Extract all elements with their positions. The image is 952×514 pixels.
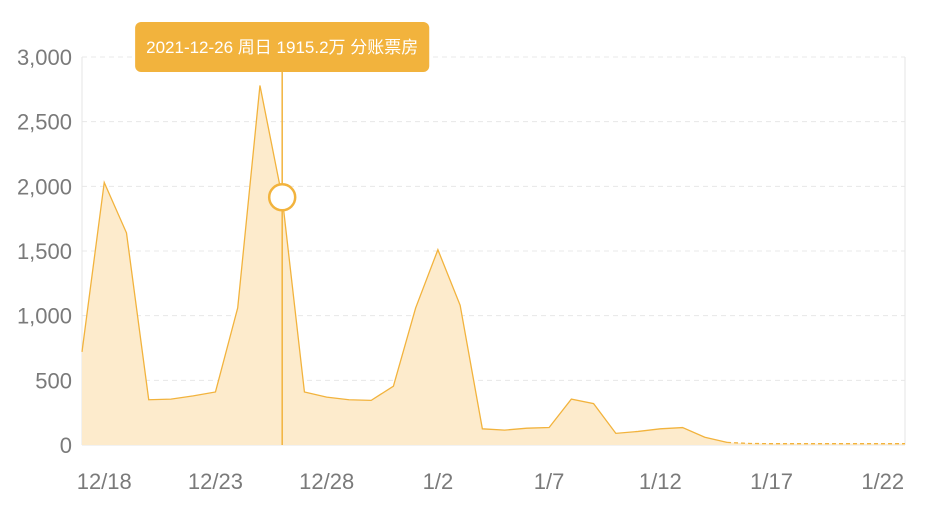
tooltip: 2021-12-26 周日 1915.2万 分账票房: [135, 22, 430, 72]
x-tick-label: 12/28: [299, 469, 354, 494]
x-tick-label: 1/22: [861, 469, 904, 494]
y-tick-label: 0: [60, 433, 72, 458]
grid-lines: [82, 56, 905, 381]
highlight: [267, 50, 297, 445]
x-tick-label: 12/18: [77, 469, 132, 494]
y-tick-label: 1,500: [17, 239, 72, 264]
y-tick-label: 500: [35, 368, 72, 393]
series-line: [81, 85, 728, 444]
y-tick-label: 1,000: [17, 304, 72, 329]
y-tick-label: 2,000: [17, 174, 72, 199]
x-tick-label: 1/17: [750, 469, 793, 494]
tooltip-text: 2021-12-26 周日 1915.2万 分账票房: [146, 38, 418, 57]
axes: [81, 57, 906, 446]
x-tick-label: 1/2: [423, 469, 454, 494]
y-tick-label: 3,000: [17, 45, 72, 70]
tick-labels: 0 500 1,000 1,500 2,000 2,500 3,000 12/18 12/23 1…: [17, 45, 904, 494]
series-area: [81, 85, 905, 445]
series-line-forecast: [727, 441, 905, 445]
x-tick-label: 12/23: [188, 469, 243, 494]
highlight-point: [267, 183, 297, 212]
y-tick-label: 2,500: [17, 110, 72, 135]
x-tick-label: 1/12: [639, 469, 682, 494]
series-area-fill: [82, 85, 905, 445]
tooltip-box: [135, 22, 430, 72]
x-tick-label: 1/7: [534, 469, 565, 494]
